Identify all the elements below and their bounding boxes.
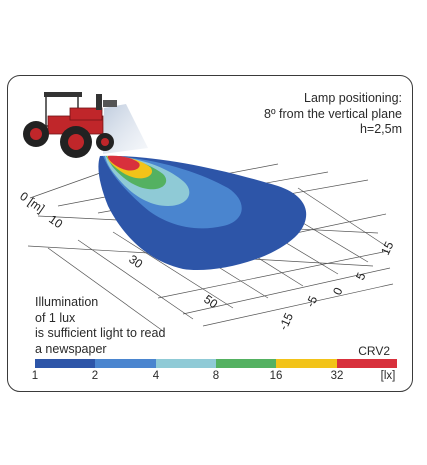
lateral-label-5: 5 <box>353 270 369 282</box>
note-line-3: is sufficient light to read <box>35 326 166 340</box>
scale-segment-32-plus <box>336 359 397 368</box>
lateral-label-15: 15 <box>378 239 396 257</box>
scale-segment-1-2 <box>35 359 96 368</box>
scale-tick-32: 32 <box>330 370 344 382</box>
distance-label-0: 0 [m] <box>17 189 47 216</box>
lamp-line-1: Lamp positioning: <box>304 91 402 105</box>
scale-segment-8-16 <box>215 359 277 368</box>
lux-color-scale <box>35 359 397 368</box>
scale-tick-4: 4 <box>152 370 160 382</box>
lamp-line-2: 8º from the vertical plane <box>264 106 402 121</box>
distance-label-50: 50 <box>201 292 220 311</box>
scale-tick-1: 1 <box>31 370 39 382</box>
model-label: CRV2 <box>358 344 390 358</box>
lux-scale-ticks: 1 2 4 8 16 32 [lx] <box>8 368 412 388</box>
zone-32-lux <box>108 155 140 171</box>
scale-tick-8: 8 <box>212 370 220 382</box>
lateral-label-minus-5: -5 <box>303 293 320 309</box>
scale-segment-4-8 <box>155 359 216 368</box>
scale-segment-2-4 <box>95 359 156 368</box>
distance-label-30: 30 <box>126 252 145 271</box>
scale-segment-16-32 <box>276 359 337 368</box>
scale-tick-16: 16 <box>269 370 283 382</box>
light-beam-cone <box>103 104 148 154</box>
illumination-diagram-panel: 0 [m] 10 30 50 15 5 0 -5 -15 Lamp positi… <box>7 75 413 392</box>
distance-label-10: 10 <box>46 212 65 231</box>
lamp-line-3: h=2,5m <box>359 122 402 136</box>
scale-unit-label: [lx] <box>380 370 396 382</box>
note-line-4: a newspaper <box>35 341 107 356</box>
scale-tick-2: 2 <box>91 370 99 382</box>
note-line-1: Illumination <box>35 295 99 309</box>
note-line-2: of 1 lux <box>35 310 76 325</box>
lateral-label-0: 0 <box>330 285 346 297</box>
isolux-zones <box>98 155 307 271</box>
tractor-illustration <box>23 92 117 158</box>
light-distribution-scene: 0 [m] 10 30 50 15 5 0 -5 -15 <box>17 92 396 332</box>
lateral-label-minus-15: -15 <box>276 310 296 332</box>
illumination-note: Illumination of 1 lux is sufficient ligh… <box>35 295 165 357</box>
lamp-positioning-note: Lamp positioning: 8º from the vertical p… <box>264 91 402 138</box>
